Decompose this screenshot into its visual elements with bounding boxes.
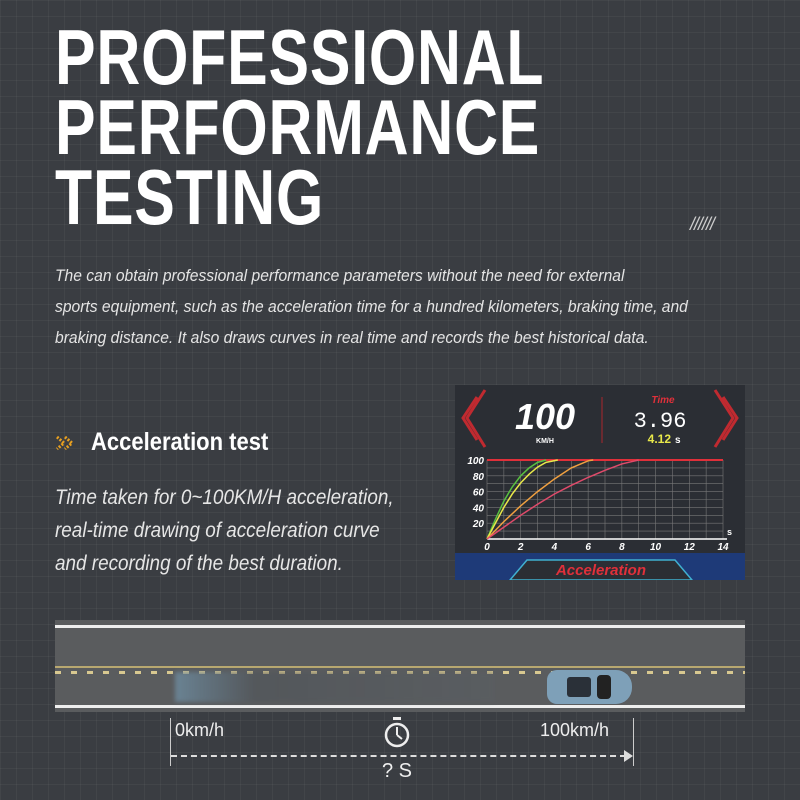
- acceleration-curve: [486, 459, 558, 540]
- speed-unit: KM/H: [536, 438, 554, 445]
- road-edge-line: [55, 625, 745, 628]
- road-edge-line: [55, 705, 745, 708]
- feature-body: Time taken for 0~100KM/H acceleration, r…: [55, 486, 394, 575]
- decorative-slashes: //////: [690, 214, 715, 234]
- acceleration-curve: [486, 459, 547, 540]
- road: [55, 620, 745, 712]
- acceleration-curve: [486, 459, 594, 540]
- dashed-arrow: [171, 755, 626, 757]
- end-marker: [633, 718, 634, 766]
- y-tick-label: 80: [473, 472, 485, 483]
- best-time-value: 4.12: [648, 432, 672, 446]
- x-tick-label: 14: [717, 542, 729, 553]
- device-screen: 100 KM/H Time 3.96 4.12 s 0 2 4 6 8 10 12 14 20 4…: [455, 385, 745, 580]
- y-tick-label: 100: [467, 456, 484, 467]
- stopwatch-icon: [384, 717, 410, 748]
- x-tick-label: 6: [585, 542, 591, 553]
- x-tick-label: 12: [684, 542, 696, 553]
- acceleration-curve: [486, 459, 639, 540]
- double-chevron-right-icon: [56, 435, 75, 450]
- feature-heading: Acceleration test: [55, 428, 292, 457]
- motion-blur-car: [175, 672, 495, 702]
- device-display: 100 KM/H Time 3.96 4.12 s 0 2 4 6 8 10 12 14 20 4…: [455, 389, 745, 580]
- time-label: Time: [651, 395, 675, 406]
- x-tick-label: 0: [484, 542, 490, 553]
- x-tick-label: 10: [650, 542, 662, 553]
- arrow-head-icon: [624, 750, 633, 762]
- left-chevrons-icon: [461, 389, 487, 448]
- page-title: PROFESSIONAL PERFORMANCE TESTING: [55, 13, 545, 241]
- x-tick-label: 2: [517, 542, 524, 553]
- x-tick-label: 4: [551, 542, 558, 553]
- start-marker: [170, 718, 171, 766]
- duration-label: ? S: [382, 760, 413, 782]
- start-speed: 0km/h: [175, 720, 225, 740]
- end-speed: 100km/h: [540, 720, 610, 740]
- best-time-unit: s: [675, 435, 681, 446]
- right-chevrons-icon: [713, 389, 739, 448]
- y-tick-label: 60: [473, 488, 485, 499]
- x-unit-label: s: [727, 527, 732, 537]
- mode-banner: [509, 559, 693, 580]
- mode-label: Acceleration: [555, 562, 646, 579]
- car: [547, 670, 632, 704]
- x-tick-label: 8: [619, 542, 625, 553]
- y-tick-label: 20: [472, 519, 485, 530]
- acceleration-chart: 0 2 4 6 8 10 12 14 20 40 60 80 100 s: [467, 456, 732, 553]
- y-tick-label: 40: [472, 503, 485, 514]
- description: The can obtain professional performance …: [55, 266, 688, 347]
- time-value: 3.96: [634, 409, 687, 434]
- center-line: [55, 666, 745, 668]
- speed-value: 100: [515, 396, 575, 437]
